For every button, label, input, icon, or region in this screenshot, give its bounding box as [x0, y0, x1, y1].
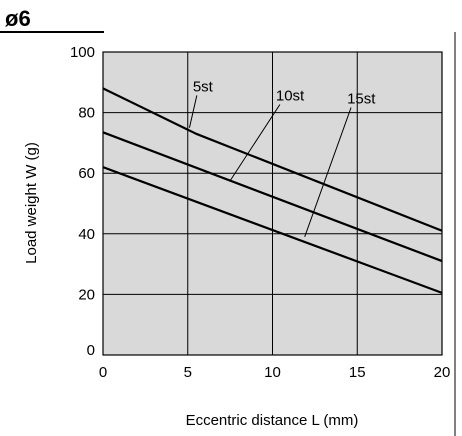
chart-heading: ø6: [5, 6, 31, 31]
y-tick-label-20: 20: [78, 286, 95, 303]
series-label-10st: 10st: [276, 87, 305, 104]
series-line-15st: [102, 166, 443, 294]
y-tick-label-100: 100: [70, 44, 95, 61]
series-label-5st: 5st: [193, 78, 214, 95]
y-tick-label-60: 60: [78, 165, 95, 182]
series-labels: 5st 10st 15st: [188, 78, 376, 237]
series-line-10st: [102, 131, 443, 263]
leader-line-10st: [229, 104, 281, 182]
x-tick-label-15: 15: [349, 364, 366, 381]
x-tick-label-10: 10: [264, 364, 281, 381]
y-axis-label: Load weight W (g): [23, 142, 40, 264]
x-tick-label-20: 20: [434, 364, 451, 381]
series-line-5st: [102, 87, 443, 232]
y-tick-label-80: 80: [78, 105, 95, 122]
x-axis-label: Eccentric distance L (mm): [186, 412, 359, 429]
leader-line-15st: [304, 107, 352, 237]
y-tick-label-40: 40: [78, 226, 95, 243]
y-tick-label-0: 0: [87, 342, 95, 359]
grid: [103, 52, 442, 355]
series-label-15st: 15st: [347, 91, 376, 108]
x-tick-label-0: 0: [99, 364, 107, 381]
series-lines: [102, 87, 443, 294]
x-tick-label-5: 5: [184, 364, 192, 381]
y-tick-labels: 0 20 40 60 80 100: [70, 44, 95, 359]
x-tick-labels: 0 5 10 15 20: [99, 364, 451, 381]
leader-line-5st: [188, 95, 198, 128]
